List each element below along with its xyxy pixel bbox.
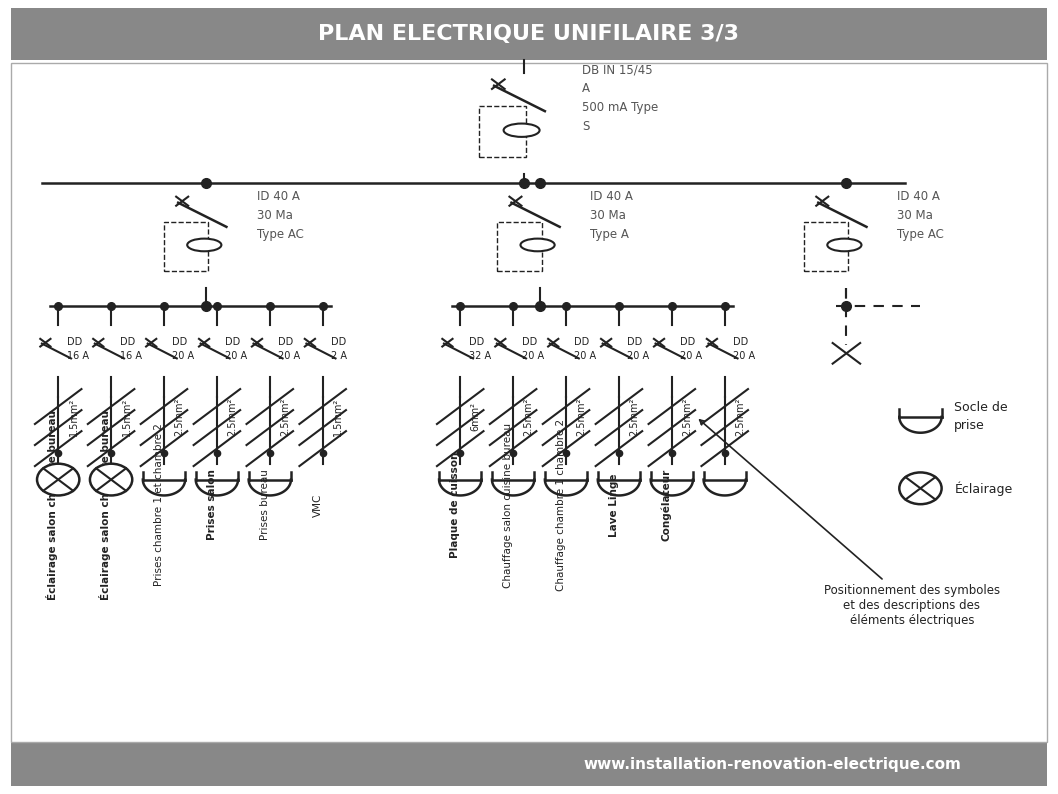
- Text: 2.5mm²: 2.5mm²: [682, 398, 692, 436]
- Text: ID 40 A
30 Ma
Type AC: ID 40 A 30 Ma Type AC: [257, 191, 304, 241]
- Ellipse shape: [827, 239, 861, 251]
- Bar: [804, 222, 849, 271]
- Bar: [497, 222, 542, 271]
- Text: Socle de
prise: Socle de prise: [954, 401, 1008, 433]
- Text: Chauffage salon cuisine bureau: Chauffage salon cuisine bureau: [504, 422, 513, 588]
- Text: DD
20 A: DD 20 A: [522, 337, 544, 360]
- Bar: [164, 222, 208, 271]
- Bar: [11, 63, 1047, 742]
- Text: DD
20 A: DD 20 A: [172, 337, 195, 360]
- Text: DD
20 A: DD 20 A: [574, 337, 597, 360]
- Text: DD
20 A: DD 20 A: [278, 337, 300, 360]
- Text: 2.5mm²: 2.5mm²: [227, 398, 237, 436]
- Ellipse shape: [504, 124, 540, 137]
- Text: Éclairage: Éclairage: [954, 481, 1013, 495]
- Text: Plaque de cuisson: Plaque de cuisson: [451, 452, 460, 558]
- Text: DD
20 A: DD 20 A: [733, 337, 755, 360]
- FancyBboxPatch shape: [11, 742, 1047, 786]
- Text: Prises bureau: Prises bureau: [260, 469, 270, 541]
- Text: Prises chambre 1 et chambre 2: Prises chambre 1 et chambre 2: [154, 423, 164, 587]
- Bar: [479, 106, 526, 157]
- Text: Congélateur: Congélateur: [661, 469, 672, 541]
- Circle shape: [37, 464, 79, 495]
- FancyBboxPatch shape: [11, 8, 1047, 60]
- Text: 1.5mm²: 1.5mm²: [333, 398, 343, 436]
- Text: 1.5mm²: 1.5mm²: [122, 398, 131, 436]
- Text: Positionnement des symboles
et des descriptions des
éléments électriques: Positionnement des symboles et des descr…: [699, 420, 1000, 626]
- Text: 2.5mm²: 2.5mm²: [175, 398, 184, 436]
- Text: DD
20 A: DD 20 A: [680, 337, 703, 360]
- Text: 2.5mm²: 2.5mm²: [577, 398, 586, 436]
- Text: 2.5mm²: 2.5mm²: [524, 398, 533, 436]
- Text: 1.5mm²: 1.5mm²: [69, 398, 78, 436]
- Ellipse shape: [187, 239, 221, 251]
- Circle shape: [899, 472, 942, 504]
- Text: 2.5mm²: 2.5mm²: [735, 398, 745, 436]
- Text: Lave Linge: Lave Linge: [609, 473, 619, 537]
- Text: DD
32 A: DD 32 A: [469, 337, 491, 360]
- Text: www.installation-renovation-electrique.com: www.installation-renovation-electrique.c…: [583, 757, 962, 772]
- Text: 6mm²: 6mm²: [471, 403, 480, 431]
- Text: 2.5mm²: 2.5mm²: [280, 398, 290, 436]
- Text: 2.5mm²: 2.5mm²: [630, 398, 639, 436]
- Text: Éclairage salon chambre bureau: Éclairage salon chambre bureau: [99, 410, 111, 600]
- Text: PLAN ELECTRIQUE UNIFILAIRE 3/3: PLAN ELECTRIQUE UNIFILAIRE 3/3: [318, 24, 740, 44]
- Text: DD
16 A: DD 16 A: [120, 337, 142, 360]
- Text: VMC: VMC: [313, 493, 323, 517]
- Text: DD
2 A: DD 2 A: [331, 337, 347, 360]
- Circle shape: [90, 464, 132, 495]
- Text: DD
16 A: DD 16 A: [67, 337, 89, 360]
- Text: ID 40 A
30 Ma
Type A: ID 40 A 30 Ma Type A: [590, 191, 634, 241]
- Text: ID 40 A
30 Ma
Type AC: ID 40 A 30 Ma Type AC: [897, 191, 944, 241]
- Ellipse shape: [521, 239, 554, 251]
- Text: DB IN 15/45
A
500 mA Type
S: DB IN 15/45 A 500 mA Type S: [582, 64, 658, 133]
- Text: DD
20 A: DD 20 A: [225, 337, 248, 360]
- Text: Prises salon: Prises salon: [207, 469, 217, 541]
- Text: Éclairage salon chambre bureau: Éclairage salon chambre bureau: [47, 410, 58, 600]
- Text: Chauffage chambre 1 chambre 2: Chauffage chambre 1 chambre 2: [557, 419, 566, 591]
- Text: DD
20 A: DD 20 A: [627, 337, 650, 360]
